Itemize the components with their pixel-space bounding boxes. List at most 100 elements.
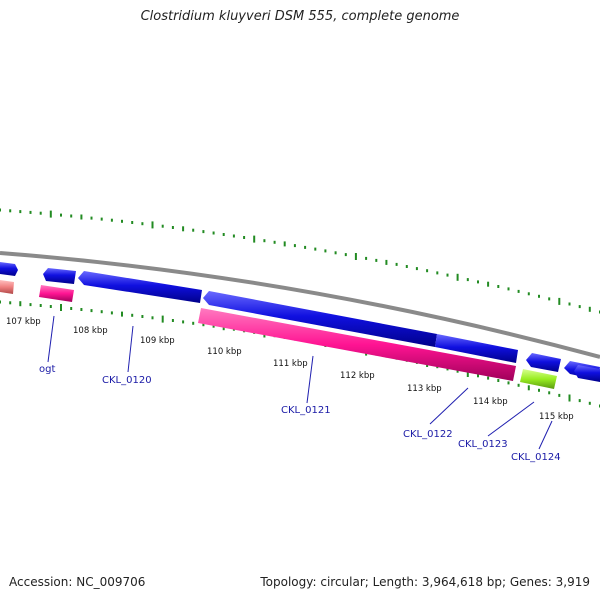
gene-reverse-block	[198, 308, 516, 381]
gc-skew-mark	[161, 224, 164, 228]
tick-label: 115 kbp	[539, 412, 574, 422]
gc-skew-mark	[538, 388, 540, 392]
gene-label-ckl-0123: CKL_0123	[458, 439, 508, 450]
gc-skew-mark	[182, 320, 185, 324]
gc-skew-mark	[29, 210, 32, 214]
gc-skew-mark	[314, 247, 317, 251]
gc-skew-mark	[487, 376, 490, 380]
gc-skew-mark	[192, 228, 195, 232]
gc-skew-mark	[497, 379, 500, 382]
gc-skew-mark	[121, 219, 123, 223]
gc-skew-mark	[131, 313, 134, 317]
forward-strand-genes	[0, 262, 600, 382]
gc-skew-mark	[49, 305, 52, 308]
gc-skew-mark	[456, 273, 459, 281]
tick-label: 113 kbp	[407, 384, 442, 394]
gc-skew-mark	[9, 209, 12, 213]
gc-skew-mark	[9, 301, 12, 305]
gene-label-ckl-0122: CKL_0122	[403, 429, 453, 440]
gc-skew-mark	[131, 221, 134, 224]
gene-forward-arrow	[435, 334, 518, 363]
gc-skew-mark	[171, 226, 174, 229]
gene-label-ckl-0120: CKL_0120	[102, 375, 152, 386]
gc-skew-mark	[110, 311, 113, 315]
gene-forward-arrow	[203, 291, 437, 347]
gc-skew-mark	[578, 305, 581, 309]
tick-label: 111 kbp	[273, 359, 308, 369]
gc-skew-mark	[456, 369, 459, 373]
topology-text: Topology: circular; Length: 3,964,618 bp…	[260, 575, 590, 589]
position-ticks: 107 kbp 108 kbp 109 kbp 110 kbp 111 kbp …	[6, 317, 574, 422]
gc-skew-mark	[538, 294, 540, 298]
gc-skew-mark	[517, 383, 520, 387]
gc-skew-mark	[293, 244, 296, 248]
gc-skew-mark	[0, 208, 1, 212]
gc-skew-mark	[232, 234, 235, 238]
gc-skew-mark	[507, 287, 510, 291]
gc-skew-mark	[405, 265, 408, 268]
gc-skew-mark	[253, 235, 256, 243]
gc-skew-mark	[527, 385, 530, 391]
tick-label: 108 kbp	[73, 326, 108, 336]
outer-gc-track	[0, 208, 600, 314]
gc-skew-mark	[151, 316, 154, 320]
gc-skew-mark	[477, 280, 479, 284]
gc-skew-mark	[70, 307, 73, 310]
gc-skew-mark	[161, 315, 164, 323]
label-leader-line	[487, 401, 535, 437]
gc-skew-mark	[344, 253, 347, 257]
gc-skew-mark	[202, 323, 205, 327]
gc-skew-mark	[39, 304, 42, 307]
gc-skew-mark	[466, 278, 469, 282]
gene-reverse-block	[39, 285, 74, 302]
gene-forward-arrow	[574, 365, 600, 382]
gc-skew-mark	[527, 292, 530, 296]
gc-skew-mark	[192, 321, 195, 325]
gc-skew-mark	[588, 306, 591, 312]
gc-skew-mark	[0, 300, 1, 304]
gc-skew-mark	[548, 391, 551, 395]
tick-label: 110 kbp	[207, 347, 242, 357]
gc-skew-mark	[243, 236, 246, 239]
tick-label: 107 kbp	[6, 317, 41, 327]
gc-skew-mark	[19, 210, 22, 214]
gc-skew-mark	[395, 262, 398, 266]
gc-skew-mark	[578, 399, 581, 403]
gc-skew-mark	[304, 245, 307, 249]
label-leader-line	[127, 325, 134, 373]
label-leader-line	[47, 315, 55, 363]
gc-skew-mark	[375, 258, 378, 262]
gc-skew-mark	[487, 281, 490, 287]
tick-label: 114 kbp	[473, 397, 508, 407]
gc-skew-mark	[49, 210, 52, 218]
gc-skew-mark	[202, 230, 205, 234]
gene-label-ckl-0121: CKL_0121	[281, 405, 331, 416]
gc-skew-mark	[60, 213, 62, 217]
gc-skew-mark	[588, 401, 591, 405]
gc-skew-mark	[385, 259, 388, 265]
gene-reverse-block	[520, 369, 557, 389]
gene-reverse-block	[0, 280, 14, 294]
gc-skew-mark	[80, 214, 83, 220]
label-leader-line	[306, 355, 314, 404]
gc-skew-mark	[80, 308, 83, 311]
gc-skew-mark	[100, 217, 103, 221]
gc-skew-mark	[568, 302, 571, 306]
accession-text: Accession: NC_009706	[9, 575, 146, 589]
genome-backbone	[0, 251, 600, 359]
gc-skew-mark	[151, 221, 154, 229]
gc-skew-mark	[354, 253, 357, 260]
gene-forward-arrow	[43, 268, 76, 284]
gc-skew-mark	[90, 309, 93, 313]
gc-skew-mark	[334, 251, 337, 255]
gene-labels: ogt CKL_0120 CKL_0121 CKL_0122 CKL_0123 …	[39, 315, 561, 463]
gc-skew-mark	[558, 393, 561, 397]
gc-skew-mark	[273, 240, 276, 244]
label-leader-line	[429, 387, 469, 425]
gene-forward-arrow	[78, 271, 202, 303]
gc-skew-mark	[100, 310, 103, 314]
gc-skew-mark	[497, 285, 500, 288]
gc-skew-mark	[263, 239, 266, 243]
gc-skew-mark	[324, 249, 327, 253]
